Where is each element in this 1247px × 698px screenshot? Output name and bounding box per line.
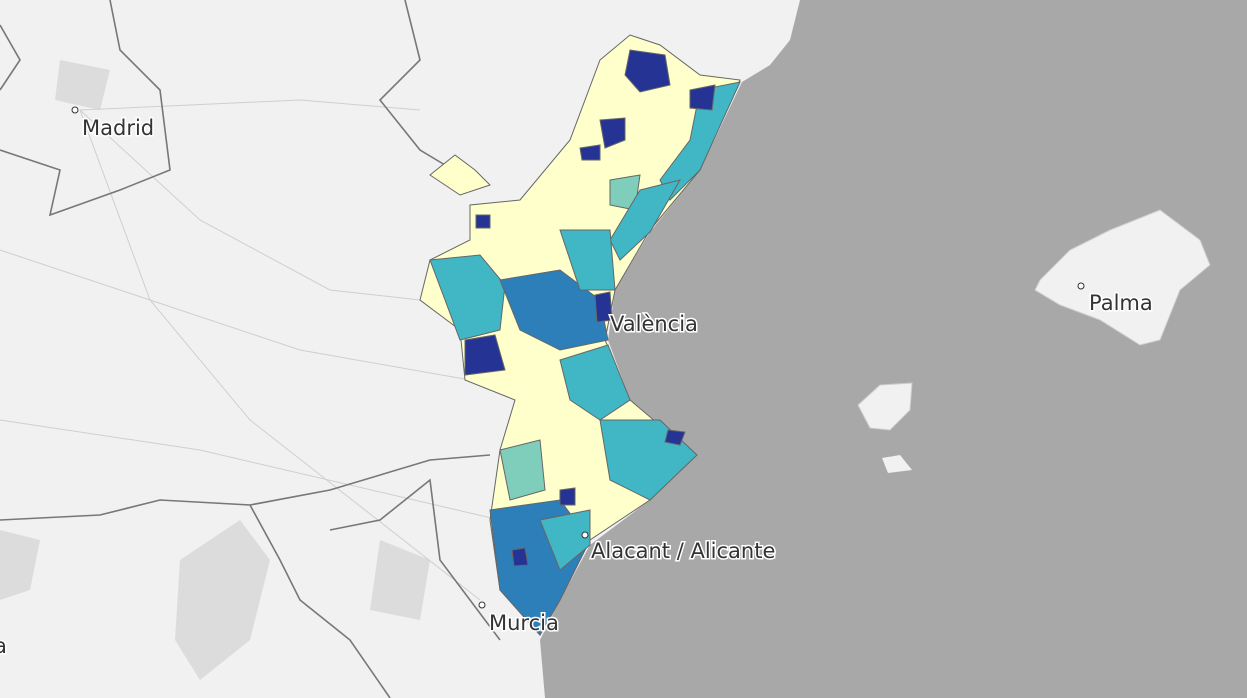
- mallorca: [1034, 209, 1211, 346]
- sea: [540, 0, 1247, 698]
- borders: [0, 0, 501, 698]
- ibiza: [857, 382, 913, 431]
- city-label: València: [610, 312, 698, 336]
- city-label: a: [0, 634, 7, 658]
- roads: [0, 99, 501, 601]
- terrain: [0, 60, 430, 680]
- city-label: Alacant / Alicante: [591, 539, 775, 563]
- city-markers: [71, 106, 1085, 609]
- region: [419, 34, 741, 636]
- city-label: Madrid: [82, 116, 154, 140]
- city-label: Palma: [1089, 291, 1153, 315]
- city-label: Murcia: [489, 611, 559, 635]
- formentera: [882, 455, 912, 473]
